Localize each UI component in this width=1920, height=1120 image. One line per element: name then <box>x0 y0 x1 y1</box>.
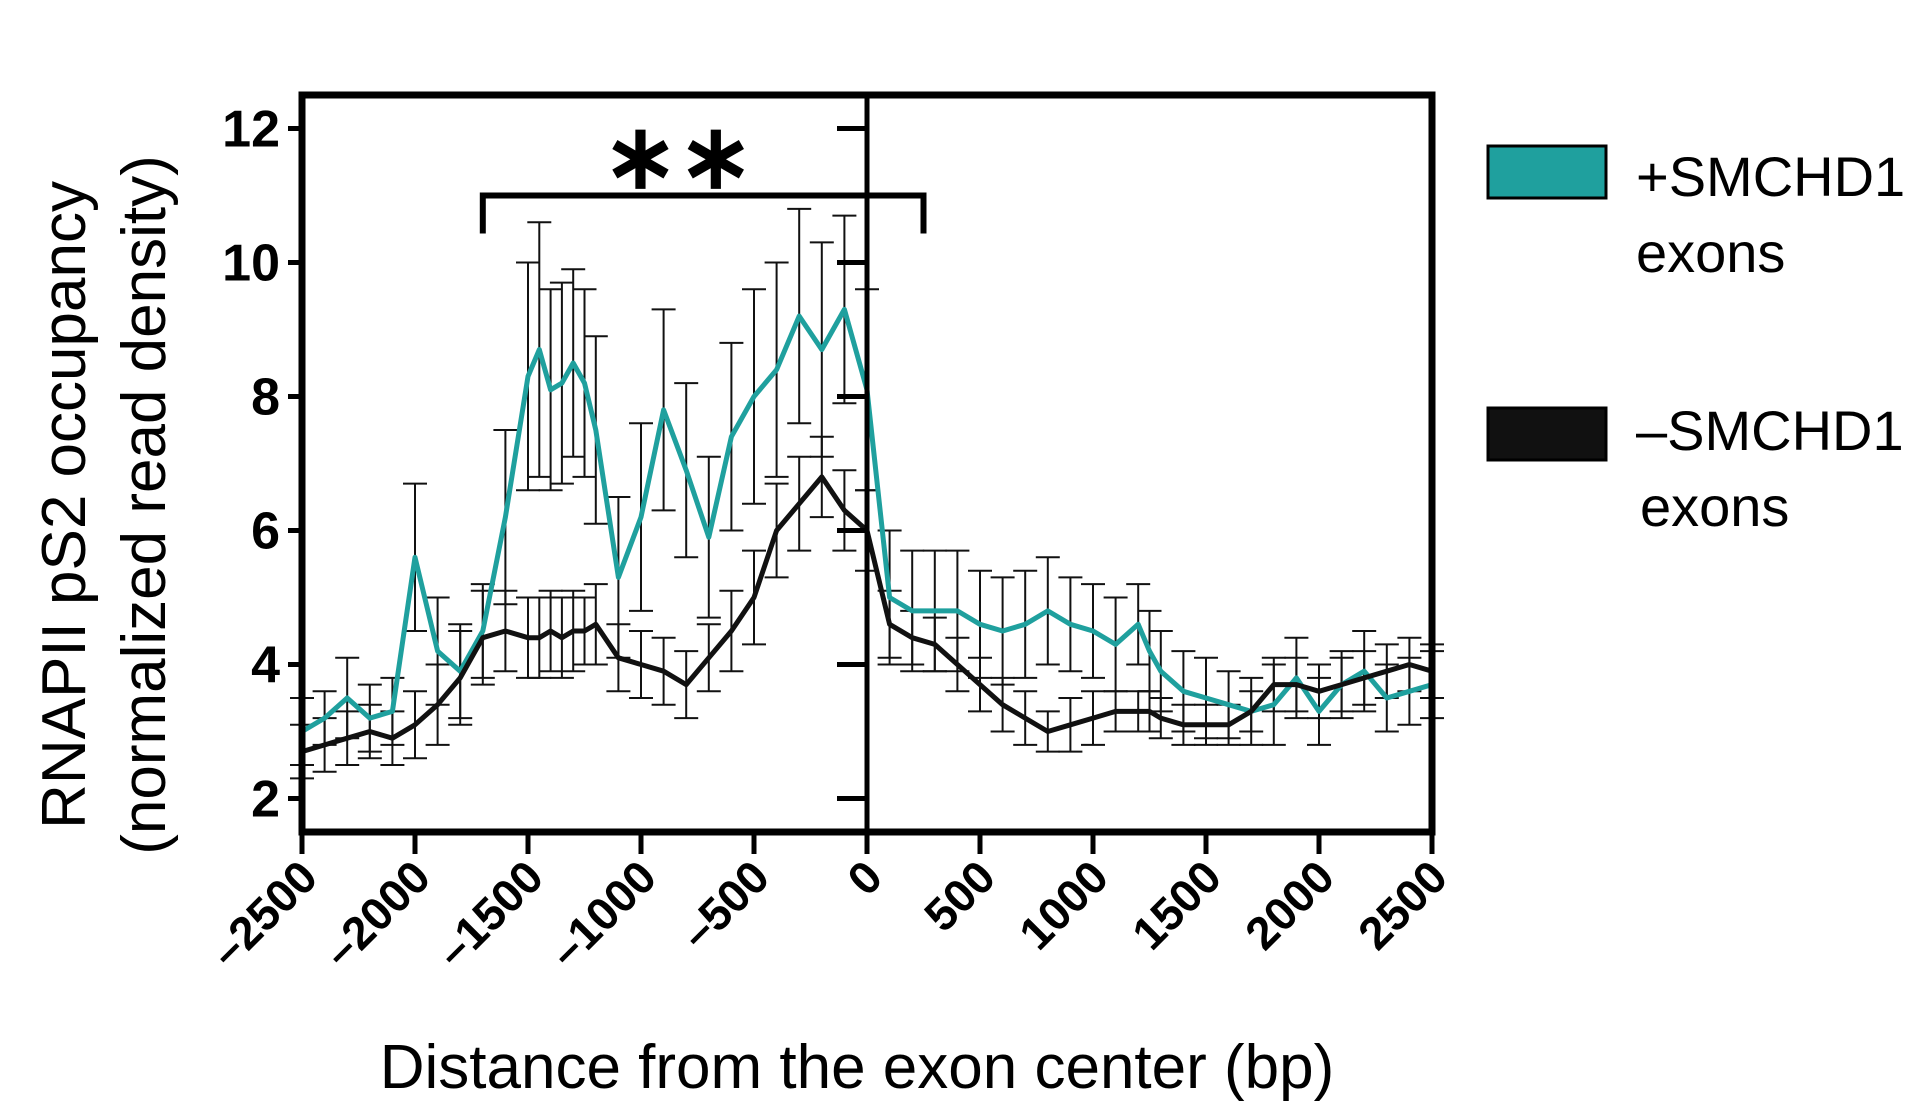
x-tick-label: –500 <box>670 850 779 959</box>
legend-swatch-plus <box>1486 144 1608 200</box>
x-tick-label: 1000 <box>1009 850 1118 959</box>
y-tick-label: 4 <box>251 637 280 695</box>
y-tick-label: 2 <box>251 771 280 829</box>
x-tick-label: 500 <box>914 850 1005 941</box>
y-tick-label: 12 <box>222 101 280 159</box>
x-axis-label: Distance from the exon center (bp) <box>380 1033 1335 1102</box>
y-tick-label: 10 <box>222 235 280 293</box>
y-tick-label: 6 <box>251 503 280 561</box>
legend-label-plus-line1: +SMCHD1 <box>1636 145 1905 208</box>
series-line-plus <box>299 306 1435 734</box>
plot-area: 2 4 6 8 10 12 –2500–2000–1500–1000 –500 0 500 1000… <box>200 91 1457 978</box>
legend-swatch-minus <box>1486 406 1608 462</box>
legend-label-plus-line2: exons <box>1636 221 1785 284</box>
y-tick-label: 8 <box>251 369 280 427</box>
legend-label-minus-line2: exons <box>1640 475 1789 538</box>
legend-label-minus-line1: –SMCHD1 <box>1636 399 1904 462</box>
x-tick-label: –1500 <box>426 850 553 977</box>
significance-marker: ∗∗ <box>603 108 754 208</box>
plot-frame <box>298 91 1436 836</box>
legend: +SMCHD1 exons –SMCHD1 exons <box>1486 144 1905 538</box>
x-tick-label: 2000 <box>1235 850 1344 959</box>
x-tick-label: 1500 <box>1122 850 1231 959</box>
x-tick-label: –1000 <box>539 850 666 977</box>
y-axis-label-line1: RNAPII pS2 occupancy <box>30 181 99 829</box>
significance-bracket <box>479 192 927 234</box>
x-tick-label: 2500 <box>1348 850 1457 959</box>
x-tick-label: 0 <box>837 850 892 905</box>
series-line-minus <box>299 474 1435 755</box>
x-tick-label: –2000 <box>313 850 440 977</box>
y-axis-label-line2: (normalized read density) <box>110 155 179 855</box>
x-tick-label: –2500 <box>200 850 327 977</box>
y-axis-label: RNAPII pS2 occupancy (normalized read de… <box>30 155 179 855</box>
